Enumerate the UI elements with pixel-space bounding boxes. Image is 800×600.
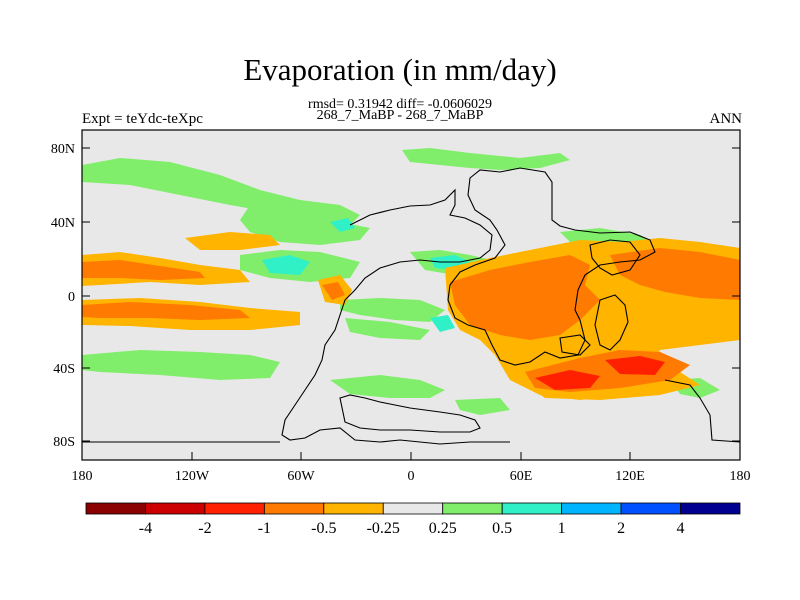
y-tick-label-80s: 80S [53, 435, 75, 450]
colorbar-label: -2 [198, 520, 211, 537]
contour-green-north-2 [82, 158, 360, 225]
map-plot-area [81, 129, 741, 461]
colorbar-box [442, 502, 503, 515]
x-tick-label-60w: 60W [287, 469, 315, 484]
colorbar-box [680, 502, 741, 515]
y-tick-label-40s: 40S [53, 362, 75, 377]
plot-title: Evaporation (in mm/day) [243, 52, 557, 87]
colorbar-label: 1 [558, 520, 566, 537]
rmsd-diff-line: rmsd= 0.31942 diff= -0.0606029 [308, 97, 492, 112]
season-label: ANN [709, 111, 743, 127]
contour-green-south-2 [330, 375, 445, 398]
colorbar-label: 0.25 [429, 520, 457, 537]
contour-cyan-4 [430, 315, 455, 332]
coastlines [82, 167, 740, 445]
contour-orange-pac-south [82, 302, 250, 320]
colorbar-label: 4 [677, 520, 685, 537]
experiment-label: Expt = teYdc-teXpc [82, 111, 203, 127]
coastline-eastern-strip [664, 379, 740, 443]
coastline-south-small [559, 334, 591, 356]
coastline-east-island [589, 239, 641, 276]
colorbar-label: 0.5 [492, 520, 512, 537]
coastline-central-continent [281, 188, 510, 445]
y-axis: 80N 40N 0 40S 80S [51, 142, 740, 450]
colorbar-label: 2 [617, 520, 625, 537]
colorbar-label: -0.25 [367, 520, 400, 537]
y-tick-label-0: 0 [68, 290, 75, 305]
contour-fills [82, 148, 740, 415]
colorbar-box [263, 502, 325, 515]
colorbar-label: -1 [258, 520, 271, 537]
contour-orange-east [610, 248, 740, 300]
contour-green-north-3 [240, 205, 370, 245]
contour-orange-pac-north [82, 260, 205, 280]
x-tick-label-0: 0 [408, 469, 415, 484]
coastline-northern-continent [447, 167, 656, 366]
coastline-south-east-continent [594, 294, 629, 351]
colorbar-box [145, 502, 206, 515]
colorbar-label: -4 [139, 520, 152, 537]
y-tick-label-80n: 80N [51, 142, 75, 157]
coastline-southern-patch [339, 394, 481, 433]
contour-green-eq [340, 298, 445, 322]
colorbar-box [620, 502, 681, 515]
x-tick-label-180-left: 180 [72, 469, 93, 484]
contour-green-south-3 [455, 398, 510, 415]
x-tick-label-120w: 120W [175, 469, 210, 484]
colorbar-label: -0.5 [311, 520, 336, 537]
colorbar-box [501, 502, 563, 515]
contour-cyan-1 [262, 255, 310, 275]
colorbar-boxes [85, 502, 741, 515]
contour-orange-amazon [322, 282, 345, 300]
contour-red-south-1 [535, 370, 600, 390]
colorbar-box [561, 502, 622, 515]
colorbar-box [382, 502, 444, 515]
colorbar-box [323, 502, 384, 515]
case-name-line: 268_7_MaBP - 268_7_MaBP [316, 108, 484, 123]
x-axis: 180 120W 60W 0 60E 120E 180 [72, 452, 751, 484]
x-tick-label-60e: 60E [510, 469, 533, 484]
contour-orange-africa [450, 255, 600, 340]
contour-green-south-1 [82, 350, 280, 380]
y-tick-label-40n: 40N [51, 216, 75, 231]
contour-yellow-pac-north-2 [185, 232, 280, 250]
x-tick-label-180-right: 180 [730, 469, 751, 484]
colorbar-labels: -4 -2 -1 -0.5 -0.25 0.25 0.5 1 2 4 [139, 520, 685, 537]
colorbar-box [204, 502, 265, 515]
contour-red-south-2 [605, 356, 665, 375]
contour-green-north-1 [402, 148, 570, 170]
colorbar: -4 -2 -1 -0.5 -0.25 0.25 0.5 1 2 4 [85, 502, 741, 537]
contour-cyan-2 [330, 218, 355, 232]
contour-green-eq2 [345, 318, 430, 340]
x-tick-label-120e: 120E [615, 469, 645, 484]
colorbar-box [85, 502, 146, 515]
